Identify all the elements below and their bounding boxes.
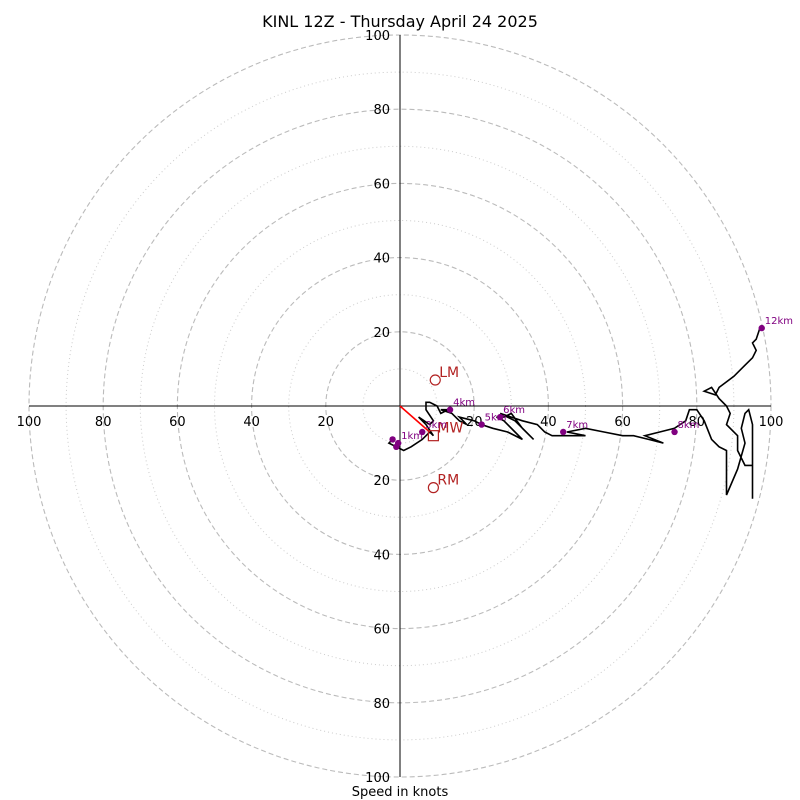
- lm-marker: [429, 374, 441, 386]
- lm-label: LM: [439, 365, 459, 381]
- height-marker-label: 7km: [566, 420, 588, 431]
- hodograph-trace: [387, 327, 761, 499]
- y-tick-label: 20: [373, 474, 390, 489]
- shear-vector: [399, 405, 431, 433]
- x-tick-label: 40: [243, 415, 260, 430]
- y-tick-label: 40: [373, 548, 390, 563]
- height-marker-label: 8km: [678, 420, 700, 431]
- y-tick-label: 40: [373, 252, 390, 267]
- mean-wind-marker: [427, 430, 439, 442]
- y-tick-label: 80: [373, 103, 390, 118]
- y-tick-label: 20: [373, 326, 390, 341]
- height-marker-label: 5km: [485, 413, 507, 424]
- rm-label: RM: [437, 473, 459, 489]
- x-tick-label: 60: [169, 415, 186, 430]
- storm-motion-layer: LM RM MW: [399, 365, 463, 494]
- height-marker-label: 1km: [401, 431, 423, 442]
- height-marker-label: 3km: [425, 420, 447, 431]
- x-tick-label: 80: [689, 415, 706, 430]
- y-tick-label: 80: [373, 697, 390, 712]
- y-tick-label: 60: [373, 623, 390, 638]
- height-marker-label: 12km: [765, 316, 793, 327]
- height-marker: [446, 406, 454, 413]
- height-marker: [389, 436, 396, 443]
- y-tick-label: 100: [365, 29, 390, 44]
- y-tick-label: 100: [365, 771, 390, 786]
- chart-title: KINL 12Z - Thursday April 24 2025: [262, 12, 538, 31]
- x-tick-label: 20: [466, 415, 483, 430]
- rm-marker: [427, 482, 439, 494]
- x-tick-label: 100: [759, 415, 784, 430]
- y-tick-label: 60: [373, 177, 390, 192]
- height-marker: [496, 413, 504, 421]
- height-marker: [478, 421, 485, 428]
- x-tick-label: 100: [17, 415, 42, 430]
- hodograph-line: [387, 327, 761, 499]
- mw-label: MW: [437, 421, 463, 437]
- height-marker-label: 6km: [503, 405, 525, 416]
- height-marker: [419, 428, 426, 436]
- x-tick-label: 80: [95, 415, 112, 430]
- height-marker: [758, 324, 765, 332]
- x-axis-label: Speed in knots: [352, 785, 449, 800]
- x-tick-label: 20: [318, 415, 335, 430]
- height-marker: [393, 443, 400, 451]
- height-marker: [560, 428, 567, 436]
- height-marker-label: 4km: [453, 398, 475, 409]
- height-marker: [671, 428, 678, 436]
- ring-tick-labels: 20 20 20 20 40 40 40 40 60 60 60 60 80 80 80 80 100 100 10…: [17, 29, 784, 786]
- x-tick-label: 40: [540, 415, 557, 430]
- x-tick-label: 60: [614, 415, 631, 430]
